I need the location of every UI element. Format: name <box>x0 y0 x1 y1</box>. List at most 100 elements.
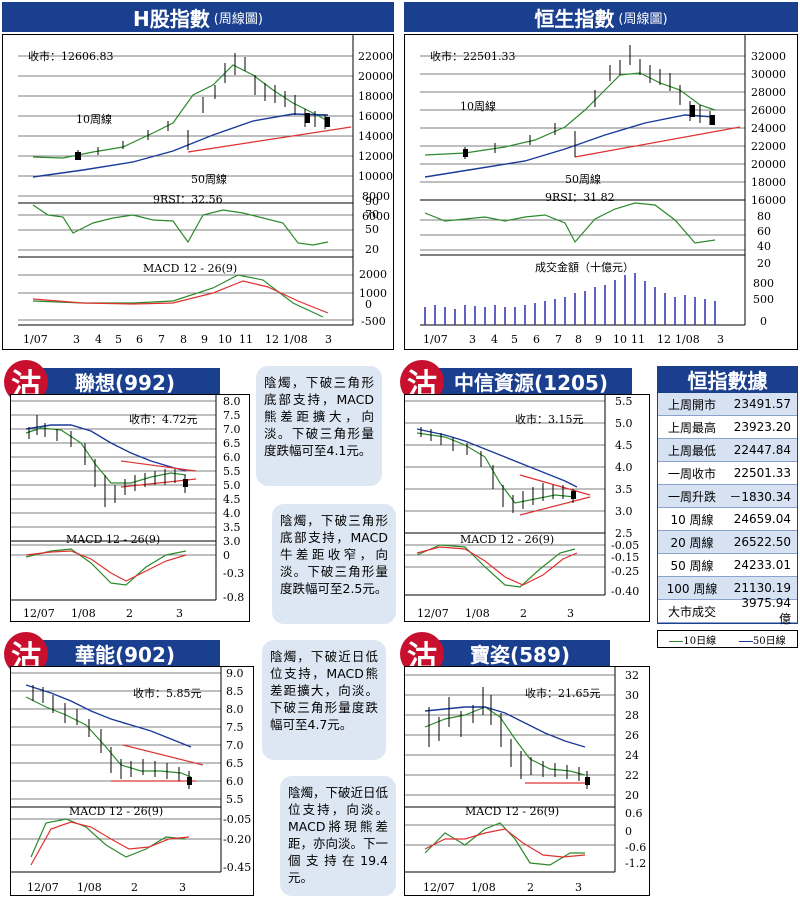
svg-text:7.0: 7.0 <box>226 739 244 752</box>
lenovo-title: 聯想(992) <box>30 368 220 395</box>
svg-text:5: 5 <box>511 333 518 346</box>
lenovo-chart: 收市：4.72元 MACD 12 - 26(9) 8.0 7.5 7.0 6.5… <box>11 395 244 620</box>
svg-text:60: 60 <box>757 225 771 238</box>
svg-text:4.0: 4.0 <box>615 461 633 474</box>
svg-text:40: 40 <box>757 240 771 253</box>
table-row: 大市成交 3975.94 億 <box>658 596 797 626</box>
svg-text:5.5: 5.5 <box>223 465 241 478</box>
hsi-rsi-label: 9RSI：31.82 <box>545 191 615 204</box>
svg-text:2000: 2000 <box>359 268 387 281</box>
svg-text:7.5: 7.5 <box>226 721 244 734</box>
svg-text:4.5: 4.5 <box>615 439 633 452</box>
huaneng-macd-label: MACD 12 - 26(9) <box>69 805 163 818</box>
svg-text:6.5: 6.5 <box>226 757 244 770</box>
svg-text:9: 9 <box>595 333 602 346</box>
svg-text:50: 50 <box>365 223 379 236</box>
svg-text:4: 4 <box>95 333 102 346</box>
svg-text:3.5: 3.5 <box>615 483 633 496</box>
huaneng-note: 陰燭，下破近日低位支持，MACD熊差距擴大，向淡。下破三角形量度跌幅可至4.7元… <box>262 640 386 760</box>
svg-text:-0.40: -0.40 <box>611 585 639 598</box>
svg-text:0: 0 <box>760 315 767 328</box>
svg-text:20: 20 <box>625 789 639 802</box>
svg-text:24: 24 <box>625 749 639 762</box>
svg-text:8.0: 8.0 <box>226 703 244 716</box>
svg-text:5.5: 5.5 <box>615 395 633 408</box>
hsi-ma50-label: 50周線 <box>565 172 601 186</box>
svg-text:1/08: 1/08 <box>675 333 700 346</box>
svg-text:0: 0 <box>223 549 230 562</box>
svg-text:-0.05: -0.05 <box>223 813 251 826</box>
svg-text:16000: 16000 <box>751 194 786 207</box>
svg-text:3: 3 <box>717 333 724 346</box>
svg-text:0: 0 <box>625 825 632 838</box>
svg-text:7.0: 7.0 <box>223 423 241 436</box>
hshares-title: H股指數 (周線圖) <box>2 2 394 32</box>
svg-text:3: 3 <box>179 881 186 894</box>
svg-text:18000: 18000 <box>358 90 393 103</box>
svg-text:20000: 20000 <box>751 158 786 171</box>
svg-text:70: 70 <box>365 208 379 221</box>
svg-text:10000: 10000 <box>358 170 393 183</box>
hsi-chart: 收市：22501.33 10周線 50周線 9RSI：31.82 成交金額（十億… <box>420 35 786 346</box>
huaneng-chart-panel: 收市：5.85元 MACD 12 - 26(9) 9.0 8.5 8.0 7.5… <box>10 666 254 896</box>
svg-text:500: 500 <box>753 293 774 306</box>
table-row: 一周升跌 －1830.34 <box>658 485 797 508</box>
svg-text:0.6: 0.6 <box>625 807 643 820</box>
table-row: 上周開市 23491.57 <box>658 393 797 416</box>
hsi-data-title: 恒指數據 <box>657 366 798 393</box>
svg-text:22000: 22000 <box>751 140 786 153</box>
svg-text:4: 4 <box>491 333 498 346</box>
svg-text:6: 6 <box>136 333 143 346</box>
svg-text:2: 2 <box>126 607 133 620</box>
hshares-ma50-label: 50周線 <box>191 172 227 186</box>
svg-text:3: 3 <box>575 881 582 894</box>
hshares-ma10-label: 10周線 <box>76 112 112 126</box>
poushen-candles <box>428 687 588 789</box>
svg-text:22: 22 <box>625 769 639 782</box>
lenovo-chart-panel: 收市：4.72元 MACD 12 - 26(9) 8.0 7.5 7.0 6.5… <box>10 394 250 622</box>
hshares-macd-label: MACD 12 - 26(9) <box>143 262 237 275</box>
svg-text:12: 12 <box>657 333 671 346</box>
svg-text:8.5: 8.5 <box>226 685 244 698</box>
hshares-candles <box>77 53 326 160</box>
hsi-title: 恒生指數 (周線圖) <box>404 2 798 32</box>
svg-text:6: 6 <box>533 333 540 346</box>
svg-text:5.5: 5.5 <box>226 793 244 806</box>
hsi-ma10-label: 10周線 <box>460 99 496 113</box>
svg-text:4.0: 4.0 <box>223 507 241 520</box>
svg-text:18000: 18000 <box>751 176 786 189</box>
huaneng-candles <box>32 685 190 789</box>
svg-text:16000: 16000 <box>358 110 393 123</box>
svg-text:12/07: 12/07 <box>23 607 55 620</box>
svg-text:6.5: 6.5 <box>223 437 241 450</box>
svg-text:3: 3 <box>325 333 332 346</box>
svg-text:32: 32 <box>625 669 639 682</box>
svg-text:1/08: 1/08 <box>77 881 102 894</box>
svg-text:-1.2: -1.2 <box>625 857 646 870</box>
hshares-chart: 收市：12606.83 10周線 50周線 9RSI：32.56 MACD 12… <box>18 35 393 346</box>
svg-text:0: 0 <box>365 298 372 311</box>
svg-text:20: 20 <box>365 243 379 256</box>
hsi-close-label: 收市：22501.33 <box>430 49 516 63</box>
svg-text:7.5: 7.5 <box>223 409 241 422</box>
svg-text:90: 90 <box>365 195 379 208</box>
svg-text:1/08: 1/08 <box>283 333 308 346</box>
svg-text:14000: 14000 <box>358 130 393 143</box>
svg-text:11: 11 <box>631 333 645 346</box>
citic-candles <box>420 427 574 513</box>
svg-text:20: 20 <box>757 257 771 270</box>
svg-text:3: 3 <box>73 333 80 346</box>
svg-text:12000: 12000 <box>358 150 393 163</box>
svg-text:800: 800 <box>753 277 774 290</box>
svg-text:3: 3 <box>176 607 183 620</box>
svg-text:12: 12 <box>265 333 279 346</box>
svg-text:5.0: 5.0 <box>223 479 241 492</box>
poushen-chart-panel: 收市：21.65元 MACD 12 - 26(9) 32 30 28 26 24… <box>404 666 650 896</box>
svg-text:7: 7 <box>555 333 562 346</box>
table-row: 10 周線 24659.04 <box>658 508 797 531</box>
svg-text:1/07: 1/07 <box>423 333 448 346</box>
hsi-volume-bars <box>424 273 716 325</box>
citic-note: 陰燭，下破三角形底部支持，MACD牛差距收窄，向淡。下破三角形量度跌幅可至2.5… <box>272 504 396 624</box>
svg-text:-500: -500 <box>361 315 386 328</box>
legend-ma10: 10日線 <box>669 632 716 647</box>
